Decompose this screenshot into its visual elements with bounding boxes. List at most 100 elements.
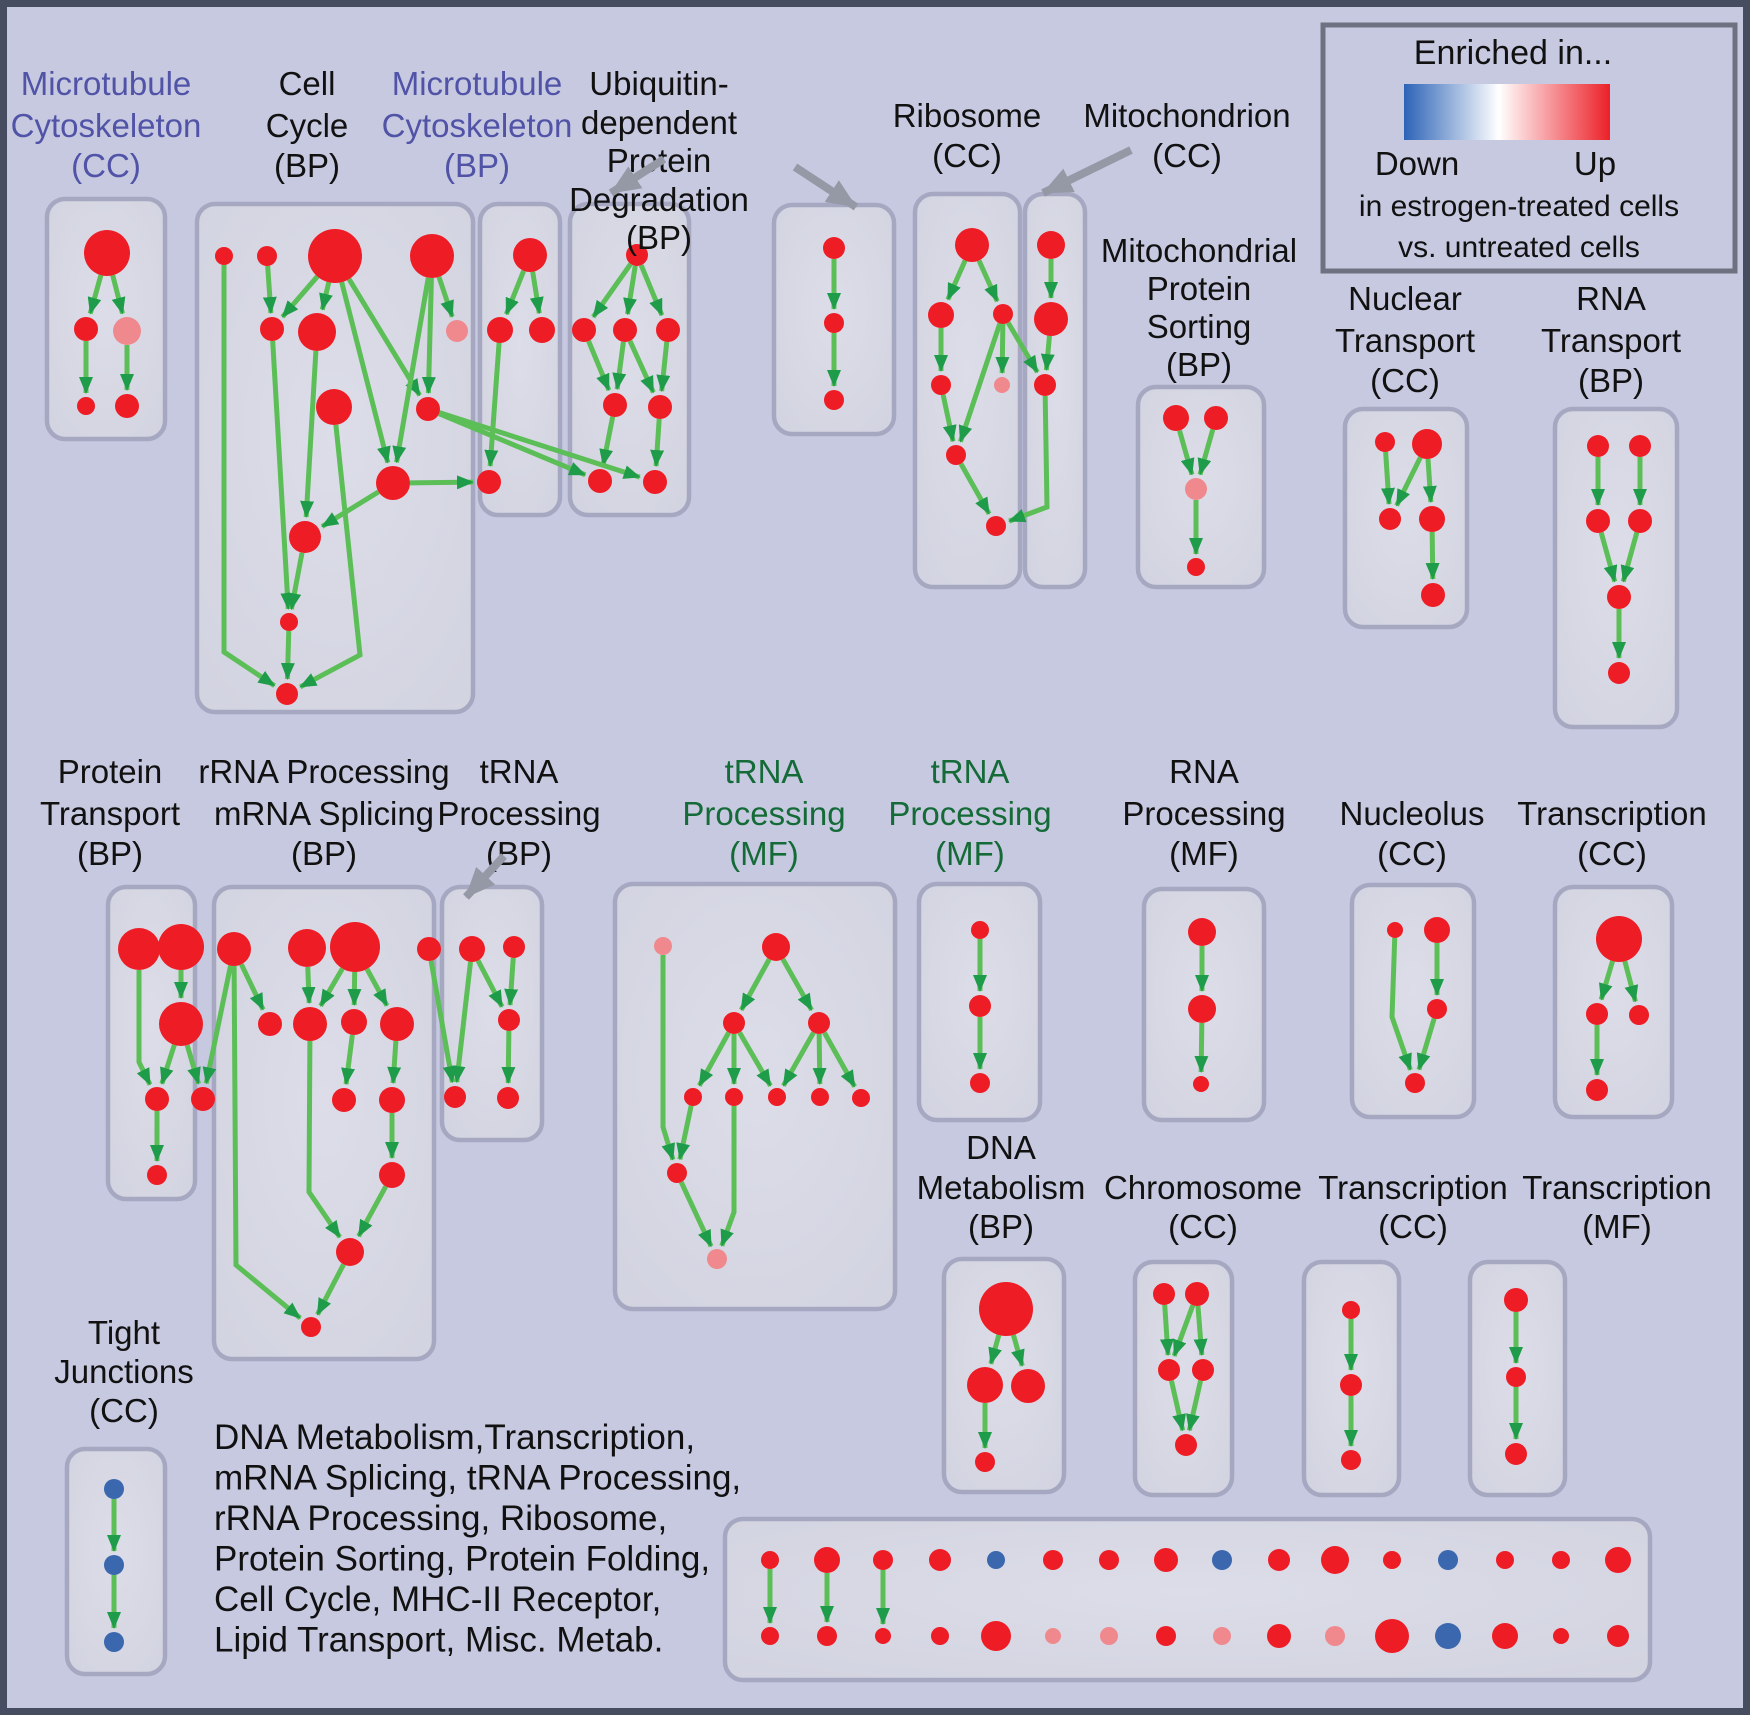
go-term-node-red — [503, 936, 525, 958]
edge-cell-cycle — [280, 630, 295, 681]
go-term-node-red — [1099, 1550, 1119, 1570]
go-term-node-red — [725, 1088, 743, 1106]
go-term-node-red — [260, 317, 284, 341]
cross-edge-rrna-processing-mrna-splicing-to-protein-transport — [202, 965, 234, 1085]
cross-edge-rrna-processing-mrna-splicing-to-trna-processing-bp — [428, 960, 457, 1084]
legend-box — [1320, 22, 1738, 274]
edge-rrna-processing-mrna-splicing — [318, 967, 345, 1008]
go-term-node-red — [1204, 406, 1228, 430]
go-term-node-red — [1412, 429, 1442, 459]
go-term-node-red — [588, 469, 612, 493]
edge-ubiquitin-degradation-1 — [638, 264, 665, 317]
go-term-node-red — [1586, 1003, 1608, 1025]
go-term-node-red — [946, 445, 966, 465]
go-term-node-red — [1185, 1282, 1209, 1306]
edge-mitochondrion-cc — [1040, 335, 1055, 372]
cluster-label-line: Transcription — [1517, 795, 1707, 832]
go-term-node-red — [417, 937, 441, 961]
go-term-node-pink — [994, 377, 1010, 393]
go-term-node-red — [572, 318, 596, 342]
go-term-node-red — [1607, 1625, 1629, 1647]
cluster-label-line: Transcription — [1318, 1169, 1508, 1206]
go-term-node-red — [332, 1088, 356, 1112]
go-term-node-red — [931, 1627, 949, 1645]
go-term-node-red — [341, 1009, 367, 1035]
go-term-node-red — [929, 1549, 951, 1571]
go-term-node-blue — [104, 1555, 124, 1575]
cluster-label-line: (BP) — [968, 1208, 1034, 1245]
go-term-node-red — [147, 1165, 167, 1185]
go-term-node-red — [967, 1367, 1003, 1403]
edge-rna-transport — [1598, 531, 1618, 583]
cluster-box-misc-enriched-terms — [722, 1516, 1653, 1683]
go-term-node-blue — [1212, 1550, 1232, 1570]
cluster-label-trna-processing-mf-large: tRNA Processing (MF) — [682, 753, 845, 872]
go-term-node-red — [761, 1627, 779, 1645]
cluster-box-mitochondrion-cc — [1022, 191, 1088, 590]
legend-gradient-bar — [1404, 84, 1610, 140]
cluster-label-line: Ribosome — [893, 97, 1042, 134]
cluster-label-line: Junctions — [54, 1353, 193, 1390]
edge-microtubule-cc — [87, 274, 104, 315]
edge-trna-processing-mf-large — [737, 1031, 773, 1088]
edge-trna-processing-mf-large — [739, 958, 772, 1012]
cluster-label-line: (CC) — [1377, 835, 1447, 872]
go-term-node-red — [477, 470, 501, 494]
labels: Microtubule Cytoskeleton (CC)Cell Cycle (BP)… — [11, 65, 1712, 1429]
edge-microtubule-bp — [503, 269, 527, 316]
go-term-node-red — [1504, 1288, 1528, 1312]
edge-ubiquitin-degradation-1 — [656, 341, 671, 393]
cluster-label-mitochondrial-protein-sorting: Mitochondrial Protein Sorting (BP) — [1101, 232, 1297, 383]
legend-up-label: Up — [1574, 145, 1616, 182]
cluster-label-transcription-cc-bottom: Transcription (CC) — [1318, 1169, 1508, 1245]
go-term-node-pink — [1100, 1627, 1118, 1645]
edge-cell-cycle — [270, 340, 295, 611]
edge-dna-metabolism — [988, 1334, 1002, 1365]
go-term-node-red — [1587, 435, 1609, 457]
go-term-node-red — [145, 1087, 169, 1111]
go-term-node-red — [498, 1009, 520, 1031]
cluster-label-dna-metabolism: DNA Metabolism (BP) — [917, 1129, 1086, 1245]
go-term-node-blue — [104, 1479, 124, 1499]
cluster-label-line: (MF) — [935, 835, 1005, 872]
go-term-node-red — [1187, 558, 1205, 576]
go-term-node-red — [969, 995, 991, 1017]
go-term-node-red — [1553, 1628, 1569, 1644]
edge-chromosome-cc — [1186, 1380, 1204, 1432]
edge-ubiquitin-degradation-1 — [627, 339, 656, 394]
go-term-node-red — [723, 1012, 745, 1034]
edge-protein-transport — [184, 1044, 201, 1085]
go-term-node-red — [1628, 509, 1652, 533]
go-term-node-red — [308, 229, 362, 283]
edge-rrna-processing-mrna-splicing — [301, 966, 316, 1005]
cluster-label-line: (CC) — [1378, 1208, 1448, 1245]
go-term-node-red — [379, 1087, 405, 1113]
edge-trna-processing-bp — [501, 1030, 516, 1085]
go-term-node-red — [1596, 916, 1642, 962]
edge-protein-transport — [159, 1044, 177, 1085]
edge-ubiquitin-degradation-1 — [623, 265, 638, 316]
go-term-node-red — [971, 921, 989, 939]
edge-rrna-processing-mrna-splicing — [231, 965, 302, 1321]
go-term-node-red — [1375, 432, 1395, 452]
go-term-node-red — [1375, 1619, 1409, 1653]
edge-ubiquitin-degradation-1 — [586, 340, 612, 392]
mitochondrion-label-arrow — [1041, 146, 1133, 197]
go-term-node-red — [761, 1551, 779, 1569]
go-term-node-red — [808, 1012, 830, 1034]
edge-rrna-processing-mrna-splicing — [306, 1040, 342, 1239]
go-term-node-red — [1158, 1359, 1180, 1381]
go-term-node-red — [298, 313, 336, 351]
go-term-node-red — [852, 1089, 870, 1107]
legend-subtitle-line2: vs. untreated cells — [1398, 231, 1640, 264]
edge-transcription-cc-middle — [1622, 960, 1639, 1003]
cluster-label-rna-processing-mf: RNA Processing (MF) — [1122, 753, 1285, 872]
go-term-node-red — [74, 317, 98, 341]
cluster-box-chromosome-cc — [1132, 1259, 1235, 1498]
edge-cell-cycle — [339, 281, 391, 464]
cluster-label-line: (BP) — [274, 147, 340, 184]
go-term-node-red — [191, 1087, 215, 1111]
go-term-node-red — [955, 228, 989, 262]
cluster-label-line: Degradation — [569, 181, 749, 218]
go-term-node-red — [643, 470, 667, 494]
